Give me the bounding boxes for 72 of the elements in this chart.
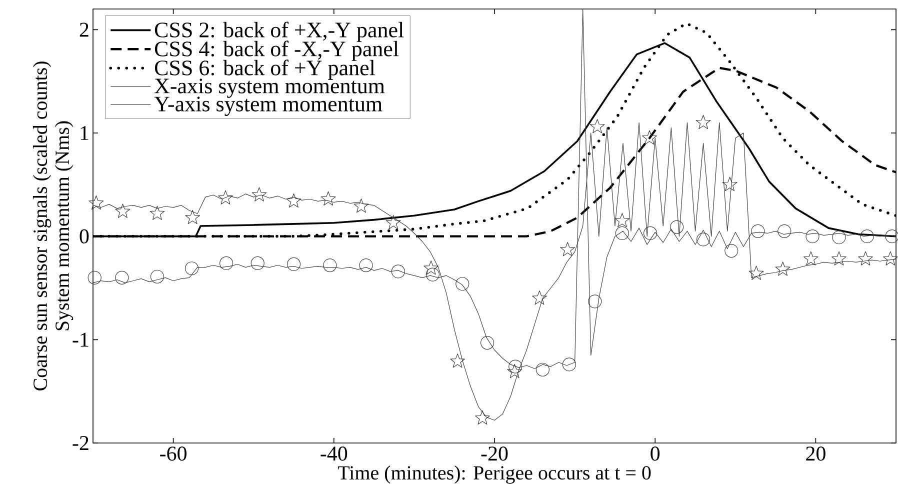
point — [250, 256, 264, 270]
point — [751, 224, 765, 238]
point — [252, 187, 267, 202]
point — [642, 130, 657, 145]
point — [359, 258, 373, 272]
x-tick-label: -60 — [160, 446, 186, 461]
point — [320, 191, 336, 206]
y-tick-label: 1 — [80, 126, 88, 140]
x-tick-label: -20 — [481, 446, 508, 461]
point — [286, 257, 301, 272]
x-tick-label: 0 — [650, 446, 660, 461]
point — [424, 260, 439, 275]
point — [882, 251, 898, 266]
point — [775, 262, 790, 276]
point — [450, 354, 466, 368]
point — [832, 251, 846, 266]
point — [722, 176, 738, 192]
point — [860, 230, 874, 244]
y-tick-label: -2 — [72, 436, 88, 450]
text: Coarse sun sensor signals (scaled counts) — [32, 62, 52, 390]
point — [150, 206, 165, 220]
point — [508, 360, 522, 374]
point — [391, 264, 405, 278]
point — [588, 294, 602, 308]
point — [696, 114, 711, 130]
point — [560, 242, 576, 256]
point — [185, 210, 200, 224]
point — [832, 230, 846, 244]
point — [456, 277, 470, 291]
point — [88, 195, 104, 210]
point — [475, 410, 490, 425]
point — [115, 270, 129, 284]
point — [724, 244, 738, 258]
point — [115, 204, 130, 218]
point — [507, 364, 522, 378]
x-tick-label: -40 — [320, 446, 348, 461]
legend-label: CSS 6: back of +Y panel — [154, 60, 375, 80]
point — [643, 226, 658, 240]
point — [354, 198, 369, 213]
point — [696, 232, 710, 246]
point — [323, 258, 337, 272]
legend-label: CSS 2: back of +X,-Y panel — [154, 22, 404, 42]
point — [803, 251, 818, 266]
point — [614, 213, 630, 228]
point — [562, 358, 576, 372]
point — [150, 270, 164, 284]
point — [536, 362, 550, 376]
point — [386, 215, 401, 230]
point — [590, 118, 605, 134]
text: System momentum (Nms) — [54, 121, 74, 330]
point — [806, 230, 820, 244]
point — [218, 190, 233, 204]
point — [88, 270, 102, 284]
point — [748, 266, 764, 280]
point — [858, 251, 873, 266]
point — [480, 336, 494, 350]
point — [426, 268, 440, 282]
point — [615, 226, 629, 240]
y-tick-label: 2 — [80, 22, 88, 37]
point — [220, 256, 234, 270]
point — [670, 220, 684, 234]
legend-label: CSS 4: back of -X,-Y panel — [154, 40, 399, 61]
point — [286, 193, 302, 208]
y-tick-label: -1 — [72, 332, 88, 347]
y-tick-label: 0 — [80, 229, 89, 244]
point — [532, 290, 547, 305]
x-axis-title: Time (minutes): Perigee occurs at t = 0 — [338, 466, 651, 484]
point — [778, 224, 792, 238]
legend-label: X-axis system momentum — [154, 78, 385, 98]
x-tick-label: 20 — [806, 446, 826, 461]
point — [184, 262, 199, 276]
legend-label: Y-axis system momentum — [154, 96, 382, 116]
